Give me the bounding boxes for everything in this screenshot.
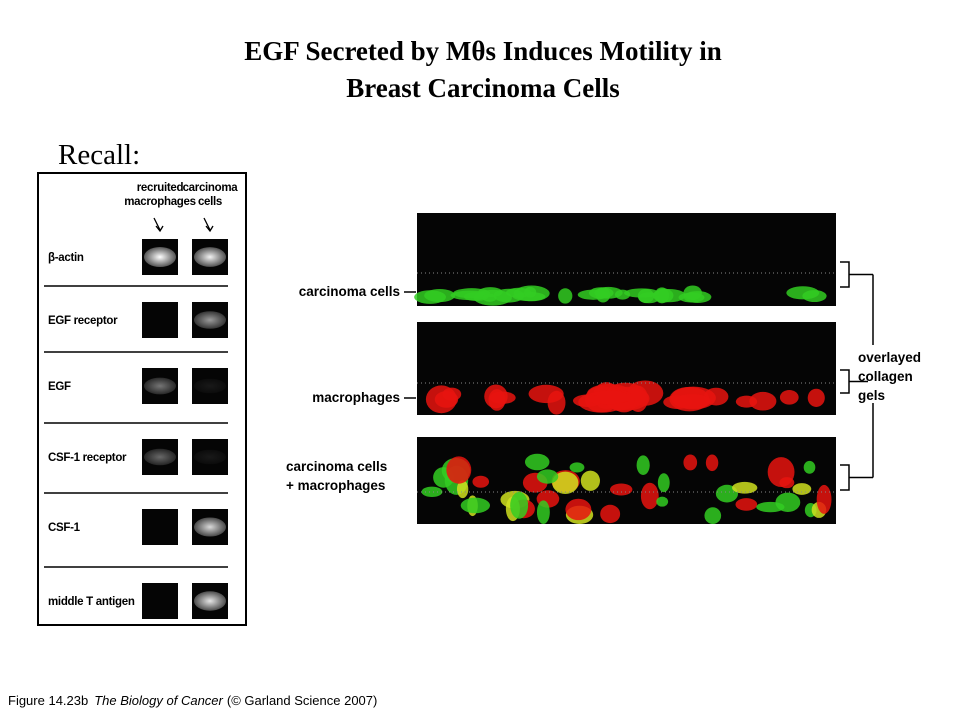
gel-row-label: CSF-1 xyxy=(48,522,81,534)
cell xyxy=(779,390,799,405)
cell xyxy=(775,492,801,512)
caption-copyright: (© Garland Science 2007) xyxy=(227,693,378,708)
cell xyxy=(414,290,446,304)
gel-band xyxy=(144,377,176,395)
cell xyxy=(704,507,722,524)
cell xyxy=(524,286,537,298)
panel-label: carcinoma cells xyxy=(299,284,400,299)
cell xyxy=(472,475,490,488)
cell xyxy=(425,385,457,414)
cell xyxy=(624,288,660,298)
title-line: EGF Secreted by Mθs Induces Motility in xyxy=(244,36,722,66)
cell xyxy=(558,288,573,304)
microscopy-panel: carcinoma cells macrophages carcinoma cell… xyxy=(286,213,921,524)
gel-row-label: β-actin xyxy=(48,252,84,264)
cell xyxy=(767,457,795,487)
gel-panel: recruited macrophages carcinoma cells β-acti… xyxy=(44,182,239,619)
cell xyxy=(421,486,443,497)
gel-band xyxy=(194,591,226,611)
cell xyxy=(640,482,659,510)
cell xyxy=(510,491,529,519)
cell xyxy=(547,390,566,415)
title-line: Breast Carcinoma Cells xyxy=(346,73,619,103)
gel-band xyxy=(194,449,226,465)
bracket xyxy=(840,261,873,288)
cell xyxy=(610,483,633,496)
gel-row-label: EGF xyxy=(48,381,71,393)
cell xyxy=(636,455,650,475)
cell xyxy=(786,286,820,300)
cell xyxy=(536,469,559,484)
bracket-label: collagen xyxy=(858,369,913,384)
cell xyxy=(456,480,469,499)
caption: Figure 14.23b The Biology of Cancer (© Gar… xyxy=(8,693,377,708)
cell xyxy=(735,498,758,511)
arrow xyxy=(153,217,164,233)
bracket-label: overlayed xyxy=(858,350,921,365)
gel-column-header: recruited xyxy=(137,182,184,194)
cell xyxy=(732,481,758,494)
gel-lane xyxy=(142,583,178,619)
cell xyxy=(482,293,497,302)
gel-column-header: carcinoma xyxy=(183,182,239,194)
cell xyxy=(600,504,621,524)
cell xyxy=(453,288,491,299)
gel-lane xyxy=(142,509,178,545)
panel-label: carcinoma cells xyxy=(286,459,387,474)
caption-figure: Figure 14.23b xyxy=(8,693,88,708)
cell xyxy=(673,394,711,409)
bracket xyxy=(840,464,873,491)
cell xyxy=(792,483,812,495)
recall: Recall: xyxy=(58,139,140,171)
cell xyxy=(572,394,602,408)
cell xyxy=(565,498,592,521)
gel-band xyxy=(144,448,176,466)
cell xyxy=(807,388,825,407)
cell xyxy=(552,471,579,494)
panel-label: + macrophages xyxy=(286,478,385,493)
bracket-label: gels xyxy=(858,388,885,403)
cell xyxy=(524,453,550,471)
cell xyxy=(580,470,600,491)
cell xyxy=(683,454,698,471)
gel-row-label: EGF receptor xyxy=(48,315,118,327)
cell xyxy=(460,497,490,514)
cell xyxy=(569,462,585,473)
cell xyxy=(594,286,623,299)
gel-band xyxy=(194,247,226,267)
cell xyxy=(446,456,472,484)
cell xyxy=(493,288,525,303)
gel-band xyxy=(194,517,226,537)
gel-column-header: macrophages xyxy=(124,196,195,208)
cell xyxy=(536,500,550,524)
cell xyxy=(657,473,670,493)
cell xyxy=(683,285,702,301)
gel-band xyxy=(144,247,176,267)
gel-band xyxy=(194,378,226,394)
panel-label: macrophages xyxy=(312,390,400,405)
caption-book: The Biology of Cancer xyxy=(94,693,223,708)
gel-lane xyxy=(142,302,178,338)
gel-row-label: middle T antigen xyxy=(48,596,135,608)
gel-band xyxy=(194,311,226,329)
arrow xyxy=(203,217,214,233)
gel-column-header: cells xyxy=(198,196,222,208)
cell xyxy=(749,391,777,411)
label-gap xyxy=(868,345,878,403)
cell xyxy=(803,460,816,474)
cell xyxy=(484,384,508,409)
gel-row-label: CSF-1 receptor xyxy=(48,452,127,464)
cell xyxy=(656,496,669,507)
cell xyxy=(705,454,719,472)
cell xyxy=(816,484,832,514)
